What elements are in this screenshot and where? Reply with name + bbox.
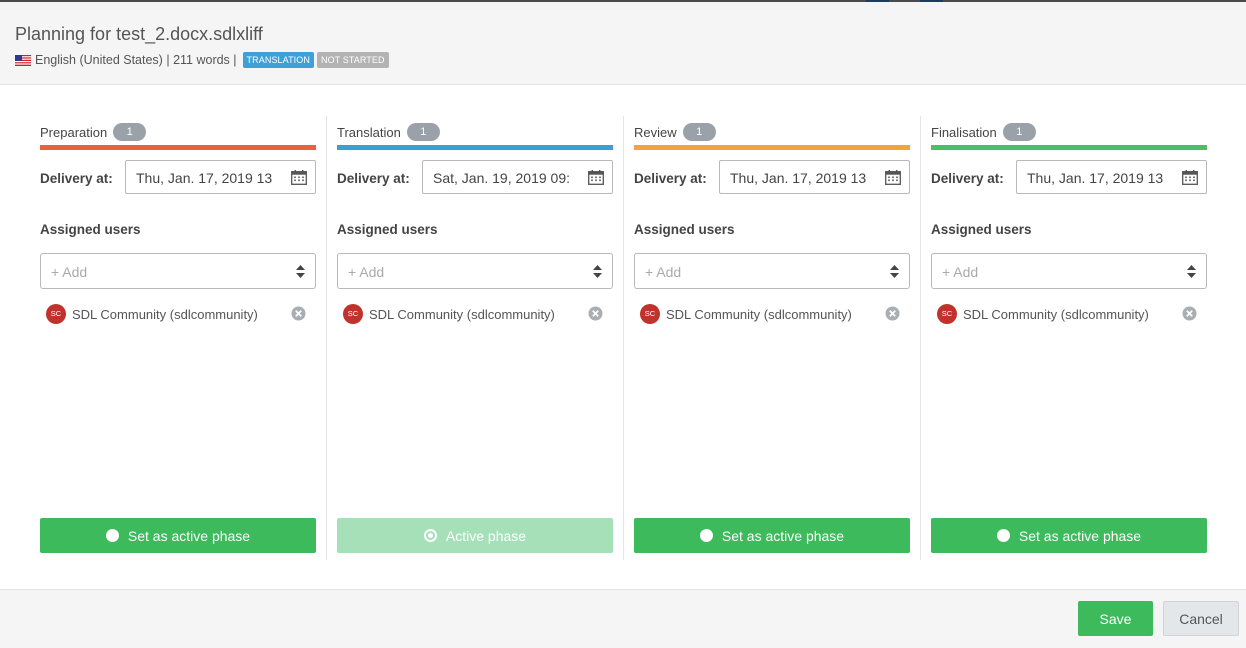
sort-arrows-icon bbox=[593, 265, 602, 278]
set-active-phase-button[interactable]: Set as active phase bbox=[634, 518, 910, 553]
delivery-label: Delivery at: bbox=[337, 171, 410, 186]
delivery-date-input[interactable]: Thu, Jan. 17, 2019 13 bbox=[719, 160, 910, 194]
phase-button-label: Set as active phase bbox=[721, 527, 845, 544]
file-meta: English (United States) | 211 words | TR… bbox=[15, 52, 389, 68]
delivery-date-input[interactable]: Thu, Jan. 17, 2019 13 bbox=[125, 160, 316, 194]
radio-icon bbox=[105, 529, 119, 542]
add-user-placeholder: + Add bbox=[942, 264, 979, 280]
set-active-phase-button[interactable]: Set as active phase bbox=[40, 518, 316, 553]
phase-button-label: Active phase bbox=[445, 527, 527, 544]
add-user-select[interactable]: + Add bbox=[337, 253, 613, 289]
phase-name: Finalisation bbox=[931, 124, 997, 140]
add-user-select[interactable]: + Add bbox=[40, 253, 316, 289]
add-user-placeholder: + Add bbox=[645, 264, 682, 280]
calendar-icon[interactable] bbox=[588, 170, 604, 185]
delivery-date-value: Thu, Jan. 17, 2019 13 bbox=[1027, 170, 1164, 186]
assigned-users-label: Assigned users bbox=[931, 222, 1032, 237]
phase-color-bar bbox=[337, 145, 613, 150]
radio-checked-icon bbox=[423, 529, 437, 542]
phase-button-label: Set as active phase bbox=[1018, 527, 1142, 544]
user-name: SDL Community (sdlcommunity) bbox=[72, 307, 258, 322]
assigned-users-label: Assigned users bbox=[40, 222, 141, 237]
status-badge: NOT STARTED bbox=[317, 52, 389, 68]
phase-count-badge: 1 bbox=[406, 123, 440, 141]
sort-arrows-icon bbox=[890, 265, 899, 278]
add-user-placeholder: + Add bbox=[51, 264, 88, 280]
avatar: SC bbox=[343, 304, 363, 324]
active-phase-button[interactable]: Active phase bbox=[337, 518, 613, 553]
add-user-placeholder: + Add bbox=[348, 264, 385, 280]
phase-header: Finalisation 1 bbox=[931, 122, 1036, 142]
user-name: SDL Community (sdlcommunity) bbox=[369, 307, 555, 322]
assigned-user-row: SC SDL Community (sdlcommunity) bbox=[343, 304, 611, 324]
phase-count-badge: 1 bbox=[1002, 123, 1036, 141]
phase-header: Preparation 1 bbox=[40, 122, 147, 142]
delivery-label: Delivery at: bbox=[40, 171, 113, 186]
phase-header: Translation 1 bbox=[337, 122, 440, 142]
phase-color-bar bbox=[634, 145, 910, 150]
add-user-select[interactable]: + Add bbox=[931, 253, 1207, 289]
sort-arrows-icon bbox=[1187, 265, 1196, 278]
phase-column-translation: Translation 1 Delivery at: Sat, Jan. 19,… bbox=[337, 84, 613, 560]
phase-button-label: Set as active phase bbox=[127, 527, 251, 544]
calendar-icon[interactable] bbox=[291, 170, 307, 185]
calendar-icon[interactable] bbox=[885, 170, 901, 185]
phase-column-preparation: Preparation 1 Delivery at: Thu, Jan. 17,… bbox=[40, 84, 316, 560]
delivery-label: Delivery at: bbox=[634, 171, 707, 186]
phase-color-bar bbox=[931, 145, 1207, 150]
sort-arrows-icon bbox=[296, 265, 305, 278]
assigned-user-row: SC SDL Community (sdlcommunity) bbox=[937, 304, 1205, 324]
phase-divider bbox=[326, 116, 327, 560]
remove-user-icon[interactable] bbox=[885, 306, 900, 321]
phase-name: Translation bbox=[337, 124, 401, 140]
delivery-date-value: Thu, Jan. 17, 2019 13 bbox=[136, 170, 273, 186]
avatar: SC bbox=[46, 304, 66, 324]
radio-icon bbox=[699, 529, 713, 542]
delivery-date-value: Sat, Jan. 19, 2019 09: bbox=[433, 170, 570, 186]
us-flag-icon bbox=[15, 54, 31, 66]
avatar: SC bbox=[640, 304, 660, 324]
user-name: SDL Community (sdlcommunity) bbox=[666, 307, 852, 322]
remove-user-icon[interactable] bbox=[588, 306, 603, 321]
dialog-header: Planning for test_2.docx.sdlxliff Englis… bbox=[0, 2, 1246, 85]
phase-divider bbox=[623, 116, 624, 560]
dialog-title: Planning for test_2.docx.sdlxliff bbox=[15, 24, 263, 44]
phase-column-finalisation: Finalisation 1 Delivery at: Thu, Jan. 17… bbox=[931, 84, 1207, 560]
assigned-user-row: SC SDL Community (sdlcommunity) bbox=[46, 304, 314, 324]
phase-column-review: Review 1 Delivery at: Thu, Jan. 17, 2019… bbox=[634, 84, 910, 560]
word-count: 211 words bbox=[173, 53, 230, 67]
phase-count-badge: 1 bbox=[113, 123, 147, 141]
assigned-user-row: SC SDL Community (sdlcommunity) bbox=[640, 304, 908, 324]
set-active-phase-button[interactable]: Set as active phase bbox=[931, 518, 1207, 553]
remove-user-icon[interactable] bbox=[291, 306, 306, 321]
meta-separator: | bbox=[233, 53, 237, 67]
dialog-footer: Save Cancel bbox=[0, 589, 1246, 648]
cancel-button[interactable]: Cancel bbox=[1163, 601, 1239, 636]
delivery-date-input[interactable]: Sat, Jan. 19, 2019 09: bbox=[422, 160, 613, 194]
add-user-select[interactable]: + Add bbox=[634, 253, 910, 289]
phase-color-bar bbox=[40, 145, 316, 150]
save-button[interactable]: Save bbox=[1078, 601, 1153, 636]
top-tab-indicator bbox=[866, 0, 889, 2]
remove-user-icon[interactable] bbox=[1182, 306, 1197, 321]
top-tab-indicator bbox=[920, 0, 943, 2]
phase-header: Review 1 bbox=[634, 122, 716, 142]
translation-badge: TRANSLATION bbox=[242, 52, 314, 68]
radio-icon bbox=[996, 529, 1010, 542]
language-label: English (United States) bbox=[35, 53, 163, 67]
phase-count-badge: 1 bbox=[682, 123, 716, 141]
delivery-date-input[interactable]: Thu, Jan. 17, 2019 13 bbox=[1016, 160, 1207, 194]
meta-separator: | bbox=[166, 53, 170, 67]
assigned-users-label: Assigned users bbox=[337, 222, 438, 237]
delivery-date-value: Thu, Jan. 17, 2019 13 bbox=[730, 170, 867, 186]
delivery-label: Delivery at: bbox=[931, 171, 1004, 186]
user-name: SDL Community (sdlcommunity) bbox=[963, 307, 1149, 322]
phase-name: Review bbox=[634, 124, 677, 140]
top-border bbox=[0, 0, 1246, 2]
phase-divider bbox=[920, 116, 921, 560]
avatar: SC bbox=[937, 304, 957, 324]
phase-name: Preparation bbox=[40, 124, 108, 140]
assigned-users-label: Assigned users bbox=[634, 222, 735, 237]
calendar-icon[interactable] bbox=[1182, 170, 1198, 185]
